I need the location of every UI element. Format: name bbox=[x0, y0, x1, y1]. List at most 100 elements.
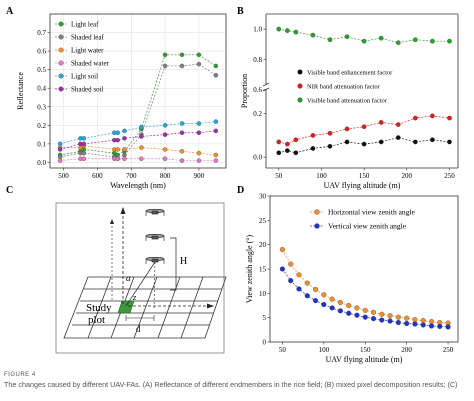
data-point bbox=[57, 158, 63, 163]
legend-label: NIR band attenuation factor bbox=[307, 84, 381, 91]
y-axis-label: Reflectance bbox=[16, 72, 25, 110]
drone-icon bbox=[145, 209, 165, 216]
x-tick-label: 600 bbox=[92, 172, 103, 180]
data-point bbox=[293, 137, 299, 143]
zenith-label: z bbox=[132, 293, 137, 302]
legend-marker bbox=[58, 60, 64, 66]
data-point bbox=[115, 130, 120, 135]
height-bracket bbox=[170, 237, 177, 291]
y-tick-label: 25 bbox=[259, 217, 267, 225]
data-point bbox=[327, 130, 333, 136]
data-point bbox=[284, 141, 290, 147]
legend-marker bbox=[58, 21, 64, 27]
data-point bbox=[395, 135, 401, 140]
data-point bbox=[179, 52, 185, 58]
data-point bbox=[344, 126, 350, 132]
data-point bbox=[370, 316, 377, 322]
caption-text: The changes caused by different UAV-FAs.… bbox=[4, 380, 458, 389]
x-axis-label: UAV flying altitude (m) bbox=[326, 355, 403, 364]
legend-label: Shaded leaf bbox=[71, 34, 105, 42]
data-point bbox=[387, 313, 393, 319]
y-tick-label: 0.2 bbox=[37, 122, 46, 130]
y-tick-label: 5 bbox=[263, 314, 267, 322]
y-tick-label: 0.6 bbox=[253, 86, 262, 94]
data-point bbox=[346, 310, 352, 316]
data-point bbox=[179, 121, 185, 126]
data-point bbox=[404, 320, 410, 327]
x-tick-label: 50 bbox=[279, 346, 287, 354]
data-point bbox=[304, 293, 310, 299]
legend-marker bbox=[297, 97, 303, 103]
data-point bbox=[162, 52, 168, 58]
data-point bbox=[122, 136, 127, 141]
data-point bbox=[329, 296, 335, 302]
plot-frame bbox=[49, 13, 227, 169]
data-point bbox=[447, 115, 452, 121]
data-point bbox=[395, 314, 401, 320]
nadir-line bbox=[153, 261, 156, 311]
y-tick-label: 0.1 bbox=[37, 140, 46, 148]
data-point bbox=[162, 123, 168, 128]
legend-marker bbox=[314, 209, 320, 215]
data-point bbox=[430, 38, 435, 44]
data-point bbox=[81, 156, 87, 161]
data-point bbox=[213, 128, 219, 134]
x-tick-label: 800 bbox=[160, 172, 171, 180]
data-point bbox=[196, 52, 202, 58]
legend-label: Visible band enhancement factor bbox=[307, 70, 393, 77]
y-tick-label: 0.2 bbox=[253, 110, 262, 118]
data-point bbox=[430, 113, 435, 119]
chart-a-reflectance: 500 600 700 800 900 0.0 0.1 0.2 0.3 0.4 0.5 0.6 0.7 W… bbox=[16, 13, 227, 190]
data-point bbox=[115, 156, 120, 161]
legend-marker bbox=[58, 47, 64, 53]
data-point bbox=[378, 139, 384, 145]
data-point bbox=[378, 35, 384, 41]
data-point bbox=[196, 158, 202, 163]
data-point bbox=[412, 115, 418, 121]
x-tick-label: 200 bbox=[401, 346, 412, 354]
legend-label: Horizontal view zenith angle bbox=[328, 208, 416, 217]
data-point bbox=[313, 286, 319, 292]
legend-marker bbox=[58, 73, 64, 79]
drone-icon bbox=[145, 234, 165, 241]
y-tick-label: 0.0 bbox=[253, 154, 262, 162]
data-point bbox=[293, 29, 299, 35]
series-line bbox=[278, 115, 450, 145]
legend-label: Light leaf bbox=[71, 21, 99, 29]
y-tick-label: 20 bbox=[259, 241, 267, 249]
data-point bbox=[213, 119, 219, 124]
x-tick-label: 100 bbox=[319, 346, 330, 354]
data-point bbox=[404, 315, 410, 321]
y-axis-label: Proportion bbox=[240, 74, 249, 108]
data-point bbox=[276, 26, 282, 32]
data-point bbox=[379, 317, 385, 323]
x-tick-label: 200 bbox=[402, 172, 413, 180]
legend-label: Visible band attenuation factor bbox=[307, 98, 388, 105]
arrow-up-small-icon bbox=[110, 219, 114, 224]
data-point bbox=[179, 149, 185, 154]
data-point bbox=[115, 147, 120, 152]
data-point bbox=[354, 305, 360, 311]
data-point bbox=[122, 156, 127, 161]
data-point bbox=[321, 292, 327, 298]
data-point bbox=[213, 152, 219, 158]
study-plot-cell bbox=[117, 300, 135, 314]
data-point bbox=[321, 301, 327, 308]
data-point bbox=[81, 141, 87, 147]
data-point bbox=[370, 309, 377, 315]
data-point bbox=[57, 147, 63, 152]
panel-label-c: C bbox=[6, 185, 13, 196]
legend-label: Light water bbox=[71, 47, 104, 55]
y-tick-label: 0.0 bbox=[37, 159, 46, 167]
y-tick-label: 0.7 bbox=[37, 29, 46, 37]
legend-marker bbox=[58, 86, 64, 92]
data-point bbox=[213, 158, 219, 163]
data-point bbox=[213, 72, 219, 78]
alpha-label: α bbox=[126, 273, 131, 283]
x-tick-label: 100 bbox=[316, 172, 327, 180]
data-point bbox=[139, 124, 144, 130]
data-point bbox=[196, 121, 202, 126]
data-point bbox=[362, 307, 368, 313]
y-tick-label: 0.4 bbox=[37, 85, 46, 93]
data-point bbox=[304, 280, 310, 286]
